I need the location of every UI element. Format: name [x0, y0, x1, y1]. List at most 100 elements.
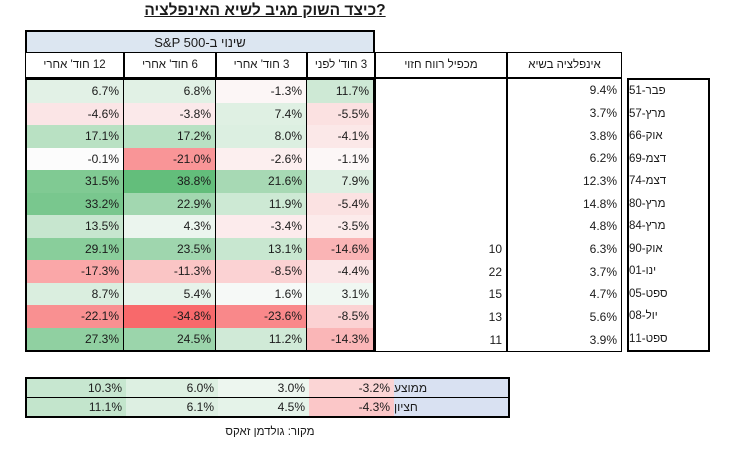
forward-pe-cell — [376, 124, 506, 147]
table-row: 31.5% 38.8% 21.6% 7.9% — [27, 170, 373, 193]
row-label: יול-08 — [629, 310, 658, 323]
forward-pe-cell — [376, 192, 506, 215]
forward-pe-cell: 10 — [488, 242, 502, 257]
inflation-cell: 6.3% — [589, 242, 617, 257]
summary-cell-3m-after: 4.5% — [218, 398, 309, 416]
value-cell-12m-after: 33.2% — [27, 192, 124, 215]
value-cell-6m-after: -11.3% — [124, 260, 216, 283]
forward-pe-cell — [376, 79, 506, 102]
table-row: 29.1% 23.5% 13.1% -14.6% — [27, 237, 373, 260]
table-row: 8.7% 5.4% 1.6% 3.1% — [27, 282, 373, 305]
inflation-cell: 6.2% — [589, 151, 617, 166]
source-caption: מקור: גולדמן זאקס — [225, 426, 315, 438]
inflation-cell: 12.3% — [582, 174, 617, 189]
table-row: 27.3% 24.5% 11.2% -14.3% — [27, 327, 373, 350]
value-cell-3m-before: -4.1% — [307, 125, 373, 148]
summary-cell-12m-after: 10.3% — [27, 379, 126, 397]
value-cell-3m-after: 13.1% — [216, 237, 307, 260]
summary-row: 10.3% 6.0% 3.0% -3.2% ממוצע — [27, 379, 508, 397]
value-cell-12m-after: 29.1% — [27, 237, 124, 260]
row-label: ספט-05 — [629, 287, 668, 300]
forward-pe-cell — [376, 215, 506, 238]
row-label: אוק-66 — [629, 130, 663, 143]
column-header-inflation: אינפלציה בשיא — [507, 52, 622, 78]
column-header-12m-after: 12 חוד' אחרי — [25, 52, 124, 78]
row-label: אוק-90 — [629, 242, 663, 255]
value-cell-3m-before: -5.5% — [307, 102, 373, 125]
forward-pe-cell: 13 — [488, 310, 502, 325]
value-cell-6m-after: 22.9% — [124, 192, 216, 215]
row-label: דצמ-69 — [629, 152, 667, 165]
value-cell-6m-after: 24.5% — [124, 327, 216, 350]
value-cell-12m-after: -17.3% — [27, 260, 124, 283]
summary-cell-12m-after: 11.1% — [27, 398, 126, 416]
table-row: 33.2% 22.9% 11.9% -5.4% — [27, 192, 373, 215]
inflation-cell: 5.6% — [589, 310, 617, 325]
value-cell-6m-after: 5.4% — [124, 282, 216, 305]
summary-box: 10.3% 6.0% 3.0% -3.2% ממוצע 11.1% 6.1% 4.5% -4.3… — [25, 377, 510, 418]
row-label: ינו-01 — [629, 265, 657, 278]
inflation-cell: 14.8% — [582, 196, 617, 211]
summary-row-label: חציון — [394, 398, 508, 416]
value-cell-3m-after: 21.6% — [216, 170, 307, 193]
value-cell-12m-after: -4.6% — [27, 102, 124, 125]
value-cell-3m-after: 11.9% — [216, 192, 307, 215]
table-row: -4.6% -3.8% 7.4% -5.5% — [27, 102, 373, 125]
row-labels-column: פבר-51 מרץ-57 אוק-66 דצמ-69 דצמ-74 מרץ-80 מרץ-… — [627, 78, 710, 352]
value-cell-12m-after: -22.1% — [27, 305, 124, 328]
inflation-cell: 3.7% — [589, 106, 617, 120]
value-cell-3m-after: -3.4% — [216, 215, 307, 238]
value-cell-6m-after: 6.8% — [124, 80, 216, 103]
row-label: דצמ-74 — [629, 175, 667, 188]
value-cell-6m-after: -21.0% — [124, 147, 216, 170]
table-row: 17.1% 17.2% 8.0% -4.1% — [27, 125, 373, 148]
row-label: פבר-51 — [629, 85, 666, 98]
value-cell-3m-before: -3.5% — [307, 215, 373, 238]
value-cell-3m-before: -14.6% — [307, 237, 373, 260]
summary-cell-3m-after: 3.0% — [218, 379, 309, 397]
value-cell-12m-after: 13.5% — [27, 215, 124, 238]
row-label: ספט-11 — [629, 332, 668, 345]
row-label: מרץ-84 — [629, 220, 666, 233]
inflation-cell: 4.8% — [589, 219, 617, 234]
value-cell-3m-before: -5.4% — [307, 192, 373, 215]
value-cell-3m-before: 3.1% — [307, 282, 373, 305]
value-cell-3m-before: -4.4% — [307, 260, 373, 283]
value-cell-6m-after: 4.3% — [124, 215, 216, 238]
inflation-cell: 9.4% — [589, 83, 617, 98]
inflation-column: 9.4% 3.7% 3.8% 6.2% 12.3% 14.8% 4.8% 6.3% 3.7% 4.… — [507, 78, 622, 352]
value-cell-3m-before: 11.7% — [307, 80, 373, 103]
value-cell-3m-before: -14.3% — [307, 327, 373, 350]
value-cell-12m-after: 27.3% — [27, 327, 124, 350]
column-header-3m-after: 3 חוד' אחרי — [216, 52, 307, 78]
table-row: -0.1% -21.0% -2.6% -1.1% — [27, 147, 373, 170]
value-cell-12m-after: 8.7% — [27, 282, 124, 305]
value-cell-3m-after: 11.2% — [216, 327, 307, 350]
table-row: 6.7% 6.8% -1.3% 11.7% — [27, 80, 373, 103]
column-header-forward-pe: מכפיל רווח חזוי — [375, 52, 507, 78]
forward-pe-column: 10 22 15 13 11 — [375, 78, 507, 352]
value-cell-3m-after: 8.0% — [216, 125, 307, 148]
value-cell-12m-after: 31.5% — [27, 170, 124, 193]
value-cell-3m-after: 7.4% — [216, 102, 307, 125]
inflation-cell: 4.7% — [589, 287, 617, 302]
summary-cell-3m-before: -3.2% — [309, 379, 394, 397]
summary-cell-3m-before: -4.3% — [309, 398, 394, 416]
forward-pe-cell — [376, 147, 506, 170]
table-row: -17.3% -11.3% -8.5% -4.4% — [27, 260, 373, 283]
sp500-change-grid: 6.7% 6.8% -1.3% 11.7% -4.6% -3.8% 7.4% -5.5% 17.… — [25, 78, 375, 352]
forward-pe-cell — [376, 102, 506, 125]
value-cell-3m-after: -1.3% — [216, 80, 307, 103]
value-cell-12m-after: -0.1% — [27, 147, 124, 170]
value-cell-3m-after: -2.6% — [216, 147, 307, 170]
inflation-cell: 3.7% — [589, 264, 617, 279]
value-cell-6m-after: 17.2% — [124, 125, 216, 148]
table-row: -22.1% -34.8% -23.6% -8.5% — [27, 305, 373, 328]
forward-pe-cell: 11 — [489, 332, 502, 347]
forward-pe-cell — [376, 170, 506, 193]
inflation-cell: 3.9% — [589, 332, 617, 347]
forward-pe-cell: 15 — [488, 287, 502, 302]
row-label: מרץ-80 — [629, 197, 666, 210]
value-cell-12m-after: 17.1% — [27, 125, 124, 148]
